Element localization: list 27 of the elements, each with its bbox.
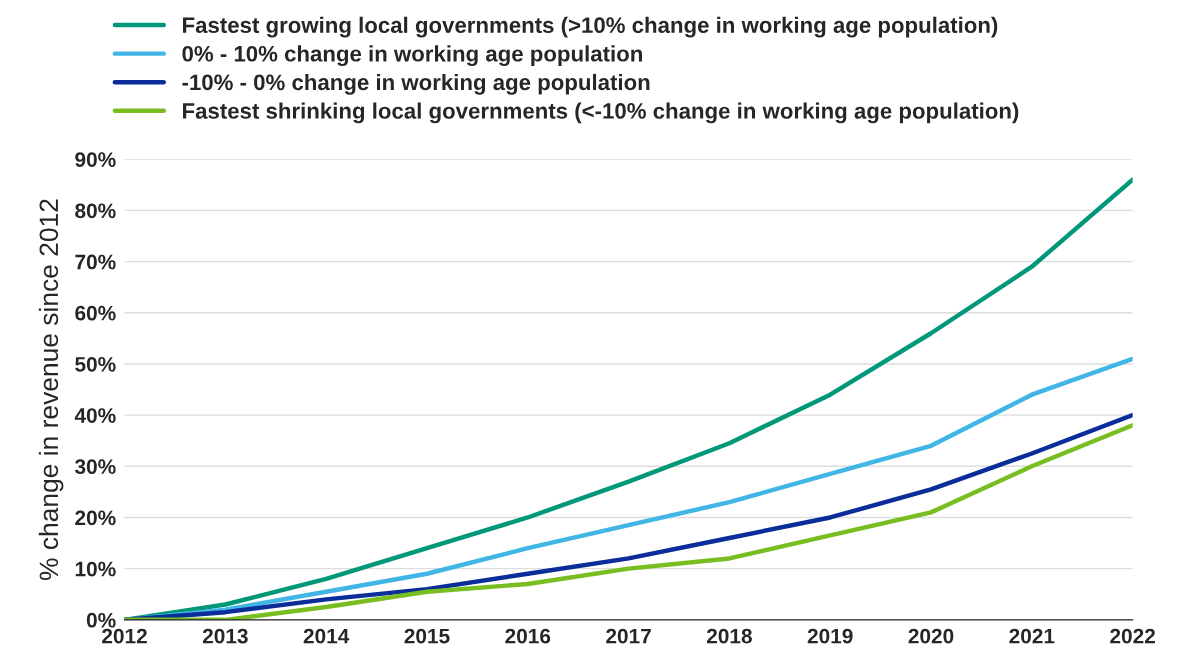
x-tick-label: 2017 — [606, 628, 651, 644]
x-tick-label: 2020 — [908, 628, 954, 644]
y-tick-label: 40% — [74, 408, 116, 423]
x-tick-label: 2015 — [404, 628, 450, 644]
y-tick-label: 50% — [75, 356, 116, 372]
y-tick-label: 10% — [75, 561, 116, 577]
legend-label: -10% - 0% change in working age population — [182, 73, 650, 95]
y-tick-label: 0% — [86, 612, 116, 628]
x-tick-label: 2012 — [102, 628, 147, 644]
y-tick-label: 20% — [75, 510, 116, 526]
x-tick-label: 2014 — [303, 628, 350, 644]
x-tick-label: 2013 — [202, 628, 248, 644]
y-tick-label: 80% — [75, 203, 116, 219]
line-series — [124, 177, 1133, 620]
x-tick-label: 2021 — [1009, 628, 1055, 644]
legend-label: 0% - 10% change in working age population — [182, 45, 642, 67]
y-tick-label: 60% — [75, 305, 116, 321]
x-tick-label: 2019 — [807, 628, 853, 644]
y-tick-label: 90% — [75, 152, 116, 167]
legend-label: Fastest shrinking local governments (<-10% change in working age population) — [183, 102, 1019, 124]
x-tick-label: 2022 — [1110, 628, 1155, 644]
legend-label: Fastest growing local governments (>10% change in working age population) — [183, 16, 998, 38]
y-axis-title: % change in revenue since 2012 — [38, 199, 64, 581]
x-tick-label: 2018 — [706, 628, 752, 644]
y-tick-label: 70% — [75, 254, 116, 270]
x-tick-label: 2016 — [505, 628, 551, 644]
y-tick-label: 30% — [74, 459, 116, 475]
